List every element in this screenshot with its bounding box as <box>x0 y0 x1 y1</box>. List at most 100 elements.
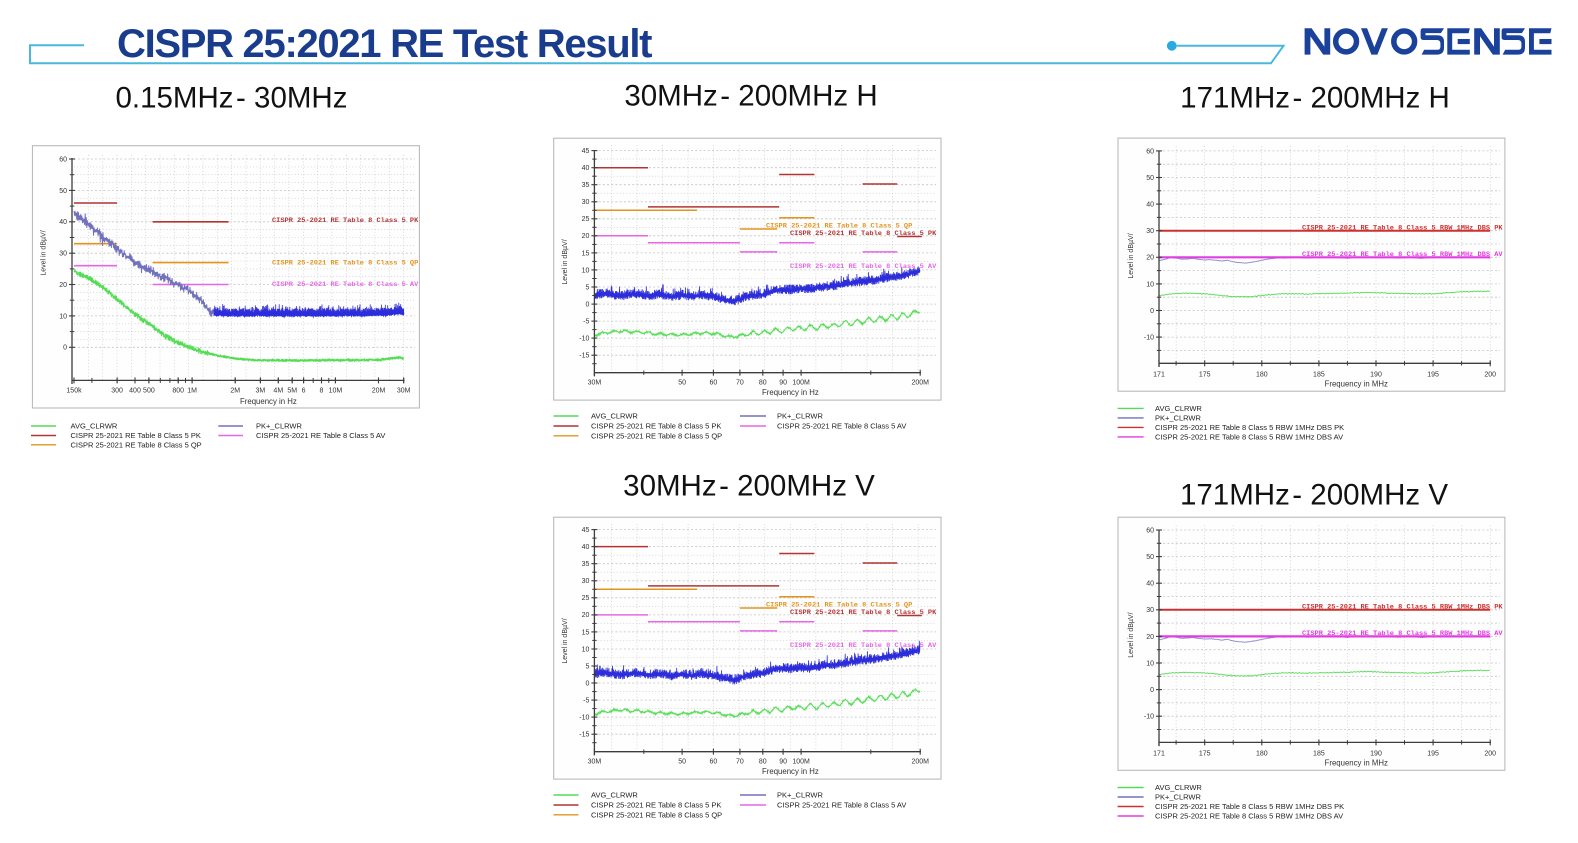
svg-text:CISPR 25-2021 RE Table 8 Class: CISPR 25-2021 RE Table 8 Class 5 QP <box>766 602 912 610</box>
svg-text:CISPR 25-2021 RE Table 8 Class: CISPR 25-2021 RE Table 8 Class 5 AV <box>256 431 385 440</box>
svg-text:10M: 10M <box>329 388 343 395</box>
svg-text:60: 60 <box>1146 527 1154 534</box>
svg-text:-10: -10 <box>1144 714 1154 721</box>
svg-text:800: 800 <box>172 388 184 395</box>
svg-text:AVG_CLRWR: AVG_CLRWR <box>591 412 638 421</box>
svg-text:AVG_CLRWR: AVG_CLRWR <box>1155 404 1202 413</box>
svg-text:Frequency in MHz: Frequency in MHz <box>1325 759 1388 768</box>
svg-text:2M: 2M <box>230 388 240 395</box>
svg-text:30MHz - 200MHz V: 30MHz - 200MHz V <box>623 470 875 503</box>
svg-text:20: 20 <box>582 612 590 619</box>
svg-text:0: 0 <box>585 301 589 308</box>
svg-text:20: 20 <box>1146 634 1154 641</box>
svg-text:20: 20 <box>1146 255 1154 262</box>
svg-text:AVG_CLRWR: AVG_CLRWR <box>1155 783 1202 792</box>
svg-text:-15: -15 <box>579 353 589 360</box>
svg-text:50: 50 <box>1146 175 1154 182</box>
svg-text:CISPR 25-2021 RE Table 8 Class: CISPR 25-2021 RE Table 8 Class 5 PK <box>591 801 721 810</box>
svg-text:60: 60 <box>1146 148 1154 155</box>
svg-text:25: 25 <box>582 216 590 223</box>
svg-text:185: 185 <box>1313 751 1325 758</box>
svg-text:Level in dBµV/: Level in dBµV/ <box>562 618 569 663</box>
svg-text:-15: -15 <box>579 732 589 739</box>
svg-text:200: 200 <box>1484 372 1496 379</box>
svg-text:35: 35 <box>582 561 590 568</box>
svg-text:171: 171 <box>1153 372 1165 379</box>
svg-text:0: 0 <box>63 345 67 352</box>
svg-text:-5: -5 <box>583 319 589 326</box>
svg-text:AVG_CLRWR: AVG_CLRWR <box>591 791 638 800</box>
svg-text:CISPR 25-2021 RE Table 8 Class: CISPR 25-2021 RE Table 8 Class 5 AV <box>790 263 937 271</box>
svg-text:5M: 5M <box>287 388 297 395</box>
svg-text:CISPR 25-2021 RE Table 8 Class: CISPR 25-2021 RE Table 8 Class 5 RBW 1MH… <box>1155 423 1344 432</box>
svg-text:20M: 20M <box>372 388 386 395</box>
svg-text:100M: 100M <box>792 759 810 766</box>
svg-text:100M: 100M <box>792 380 810 387</box>
svg-text:171MHz - 200MHz V: 171MHz - 200MHz V <box>1180 479 1448 512</box>
svg-text:180: 180 <box>1256 372 1268 379</box>
svg-text:30M: 30M <box>588 380 602 387</box>
svg-text:185: 185 <box>1313 372 1325 379</box>
svg-text:15: 15 <box>582 629 590 636</box>
svg-text:40: 40 <box>59 219 67 226</box>
svg-text:CISPR 25-2021 RE Table 8 Class: CISPR 25-2021 RE Table 8 Class 5 RBW 1MH… <box>1155 802 1344 811</box>
svg-text:90: 90 <box>779 759 787 766</box>
svg-text:CISPR 25-2021 RE Table 8 Class: CISPR 25-2021 RE Table 8 Class 5 QP <box>71 440 202 449</box>
svg-text:30M: 30M <box>397 388 411 395</box>
svg-text:1M: 1M <box>187 388 197 395</box>
svg-text:80: 80 <box>759 380 767 387</box>
svg-text:171MHz - 200MHz H: 171MHz - 200MHz H <box>1180 82 1450 115</box>
svg-text:15: 15 <box>582 250 590 257</box>
svg-text:60: 60 <box>710 759 718 766</box>
svg-text:CISPR 25-2021 RE Table 8 Class: CISPR 25-2021 RE Table 8 Class 5 RBW 1MH… <box>1155 812 1343 821</box>
svg-text:Level in dBµV/: Level in dBµV/ <box>1128 612 1135 657</box>
svg-text:PK+_CLRWR: PK+_CLRWR <box>1155 793 1202 802</box>
svg-text:0: 0 <box>585 680 589 687</box>
svg-text:20: 20 <box>582 233 590 240</box>
svg-text:70: 70 <box>736 759 744 766</box>
svg-text:Level in dBµV/: Level in dBµV/ <box>1128 233 1135 278</box>
svg-text:Frequency in Hz: Frequency in Hz <box>240 397 297 406</box>
svg-text:171: 171 <box>1153 751 1165 758</box>
svg-text:CISPR 25-2021 RE Table 8 Class: CISPR 25-2021 RE Table 8 Class 5 PK <box>790 609 937 617</box>
svg-text:CISPR 25-2021 RE Table 8 Class: CISPR 25-2021 RE Table 8 Class 5 QP <box>591 431 722 440</box>
svg-text:200: 200 <box>1484 751 1496 758</box>
svg-text:50: 50 <box>678 759 686 766</box>
svg-text:CISPR 25-2021 RE Table 8 Class: CISPR 25-2021 RE Table 8 Class 5 QP <box>766 223 912 231</box>
svg-text:Level in dBµV/: Level in dBµV/ <box>562 239 569 284</box>
svg-text:50: 50 <box>1146 554 1154 561</box>
svg-text:-10: -10 <box>579 336 589 343</box>
svg-text:CISPR 25-2021 RE Table 8 Class: CISPR 25-2021 RE Table 8 Class 5 RBW 1MH… <box>1302 630 1504 638</box>
svg-text:CISPR 25-2021 RE Table 8 Class: CISPR 25-2021 RE Table 8 Class 5 QP <box>591 810 722 819</box>
svg-text:30: 30 <box>59 251 67 258</box>
svg-text:CISPR 25-2021 RE Table 8 Class: CISPR 25-2021 RE Table 8 Class 5 PK <box>591 422 721 431</box>
svg-text:175: 175 <box>1199 372 1211 379</box>
svg-text:10: 10 <box>1146 660 1154 667</box>
svg-text:PK+_CLRWR: PK+_CLRWR <box>777 791 824 800</box>
svg-text:-10: -10 <box>579 715 589 722</box>
svg-text:30M: 30M <box>588 759 602 766</box>
svg-text:5: 5 <box>585 284 589 291</box>
svg-text:0.15MHz - 30MHz: 0.15MHz - 30MHz <box>116 82 348 115</box>
svg-text:50: 50 <box>59 188 67 195</box>
svg-text:60: 60 <box>59 156 67 163</box>
svg-text:CISPR 25-2021 RE Table 8 Class: CISPR 25-2021 RE Table 8 Class 5 PK <box>272 217 419 225</box>
svg-text:CISPR 25-2021 RE Table 8 Class: CISPR 25-2021 RE Table 8 Class 5 RBW 1MH… <box>1302 225 1504 233</box>
svg-text:150k: 150k <box>66 388 82 395</box>
svg-text:PK+_CLRWR: PK+_CLRWR <box>1155 414 1202 423</box>
svg-text:70: 70 <box>736 380 744 387</box>
svg-text:30: 30 <box>582 578 590 585</box>
svg-text:Frequency in Hz: Frequency in Hz <box>762 388 819 397</box>
svg-text:-5: -5 <box>583 698 589 705</box>
svg-text:45: 45 <box>582 527 590 534</box>
svg-text:CISPR 25-2021 RE Table 8 Class: CISPR 25-2021 RE Table 8 Class 5 RBW 1MH… <box>1302 604 1504 612</box>
svg-text:30: 30 <box>1146 228 1154 235</box>
svg-text:CISPR 25-2021 RE Table 8 Class: CISPR 25-2021 RE Table 8 Class 5 AV <box>272 281 419 289</box>
svg-text:90: 90 <box>779 380 787 387</box>
svg-text:200M: 200M <box>911 759 929 766</box>
svg-text:40: 40 <box>582 165 590 172</box>
svg-text:10: 10 <box>59 313 67 320</box>
svg-text:60: 60 <box>710 380 718 387</box>
svg-text:Frequency in Hz: Frequency in Hz <box>762 767 819 776</box>
svg-text:6: 6 <box>302 388 306 395</box>
